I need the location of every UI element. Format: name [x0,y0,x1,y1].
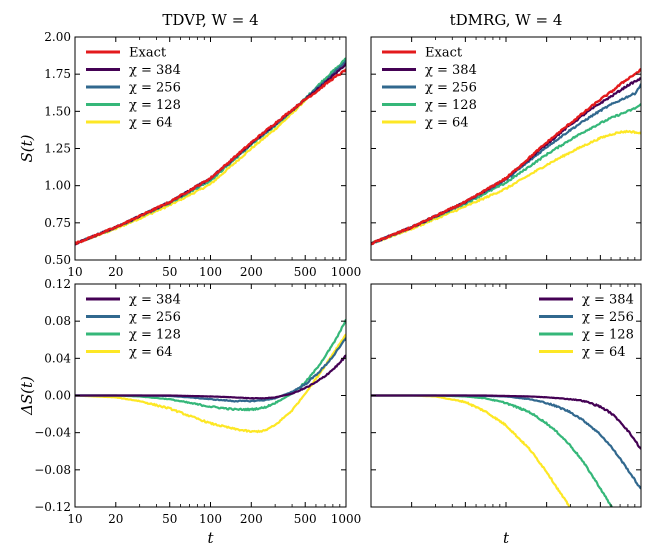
y-tick-label: 1.00 [44,179,71,193]
x-tick-label: 500 [294,265,317,279]
tdmrg-S-series-chi128 [371,103,641,246]
x-tick-label: 20 [108,512,123,526]
x-tick-label: 1000 [331,512,362,526]
tdvp-S-legend: Exact χ = 384 χ = 256 χ = 128 χ = 64 [86,46,181,131]
x-tick-label: 100 [199,265,222,279]
x-tick-label: 200 [240,265,263,279]
tdvp-S-lines [75,57,346,246]
tdmrg-S-legend: Exact χ = 384 χ = 256 χ = 128 χ = 64 [382,46,477,131]
tdvp-S-panel: 10 20 50 100 200 500 1000 0.50 0.75 1.00 1.25 1.50 1… [18,11,361,279]
tdvp-S-series-chi64 [75,62,346,245]
x-tick-label: 200 [240,512,263,526]
legend-entry-chi256: χ = 256 [582,310,634,325]
tdmrg-S-series-exact [371,67,641,246]
legend-entry-chi128: χ = 128 [425,98,477,113]
tdvp-dS-panel: 10 20 50 100 200 500 1000 −0.12 −0.08 −0.04 0.00 0.… [18,277,361,547]
tdvp-dS-xlabel: t [207,529,214,547]
tdmrg-dS-xlabel: t [503,529,510,547]
tdvp-dS-lines [75,318,346,434]
y-tick-label: 0.75 [44,216,71,230]
y-tick-label: 2.00 [44,30,71,44]
tdmrg-dS-panel: t χ = 384 χ = 256 χ = 128 χ = 64 [370,283,642,547]
tdmrg-S-lines [371,67,641,246]
legend-entry-chi384: χ = 384 [129,63,181,78]
tdmrg-S-series-chi256 [371,83,641,246]
x-tick-label: 100 [199,512,222,526]
x-tick-label: 10 [67,265,82,279]
tdmrg-dS-series-chi64 [371,394,571,507]
legend-entry-chi64: χ = 64 [129,345,173,360]
tdvp-S-ylabel: S(t) [18,134,36,162]
legend-entry-chi384: χ = 384 [129,293,181,308]
x-tick-label: 50 [162,512,177,526]
y-tick-label: 0.08 [44,314,71,328]
x-tick-label: 50 [162,265,177,279]
y-tick-label: −0.12 [34,500,71,514]
x-tick-label: 500 [294,512,317,526]
tdmrg-S-title: tDMRG, W = 4 [450,11,563,29]
y-tick-label: 0.12 [44,277,71,291]
legend-entry-chi64: χ = 64 [425,116,469,131]
y-tick-label: 0.00 [44,389,71,403]
legend-entry-chi128: χ = 128 [582,328,634,343]
tdmrg-dS-series-chi128 [371,394,614,507]
y-tick-label: 1.75 [44,67,71,81]
legend-entry-exact: Exact [129,46,167,61]
tdvp-dS-legend: χ = 384 χ = 256 χ = 128 χ = 64 [86,293,181,360]
legend-entry-chi256: χ = 256 [129,81,181,96]
tdmrg-dS-series-chi384 [371,394,641,450]
tdvp-dS-ylabel: ΔS(t) [18,376,36,416]
tdvp-S-series-chi384 [75,62,346,246]
tdmrg-S-panel: tDMRG, W = 4 Exact χ = 384 χ = 256 χ = 128 χ … [370,11,642,261]
y-tick-label: −0.08 [34,463,71,477]
y-tick-label: 1.25 [44,142,71,156]
tdmrg-dS-series-chi256 [371,394,641,490]
tdmrg-dS-lines [371,394,641,507]
y-tick-label: −0.04 [34,426,71,440]
x-tick-label: 10 [67,512,82,526]
legend-entry-chi256: χ = 256 [129,310,181,325]
legend-entry-chi128: χ = 128 [129,328,181,343]
legend-entry-chi128: χ = 128 [129,98,181,113]
legend-entry-chi384: χ = 384 [582,293,634,308]
legend-entry-chi256: χ = 256 [425,81,477,96]
tdvp-dS-series-chi64 [75,333,346,434]
tdvp-S-title: TDVP, W = 4 [162,11,258,29]
legend-entry-exact: Exact [425,46,463,61]
legend-entry-chi64: χ = 64 [129,116,173,131]
tdvp-S-series-exact [75,68,346,245]
x-tick-label: 20 [108,265,123,279]
y-tick-label: 0.50 [44,253,71,267]
y-tick-label: 1.50 [44,104,71,118]
x-tick-label: 1000 [331,265,362,279]
tdvp-dS-series-chi384 [75,354,346,400]
y-tick-label: 0.04 [44,351,71,365]
legend-entry-chi384: χ = 384 [425,63,477,78]
legend-entry-chi64: χ = 64 [582,345,626,360]
tdmrg-dS-legend: χ = 384 χ = 256 χ = 128 χ = 64 [539,293,634,360]
